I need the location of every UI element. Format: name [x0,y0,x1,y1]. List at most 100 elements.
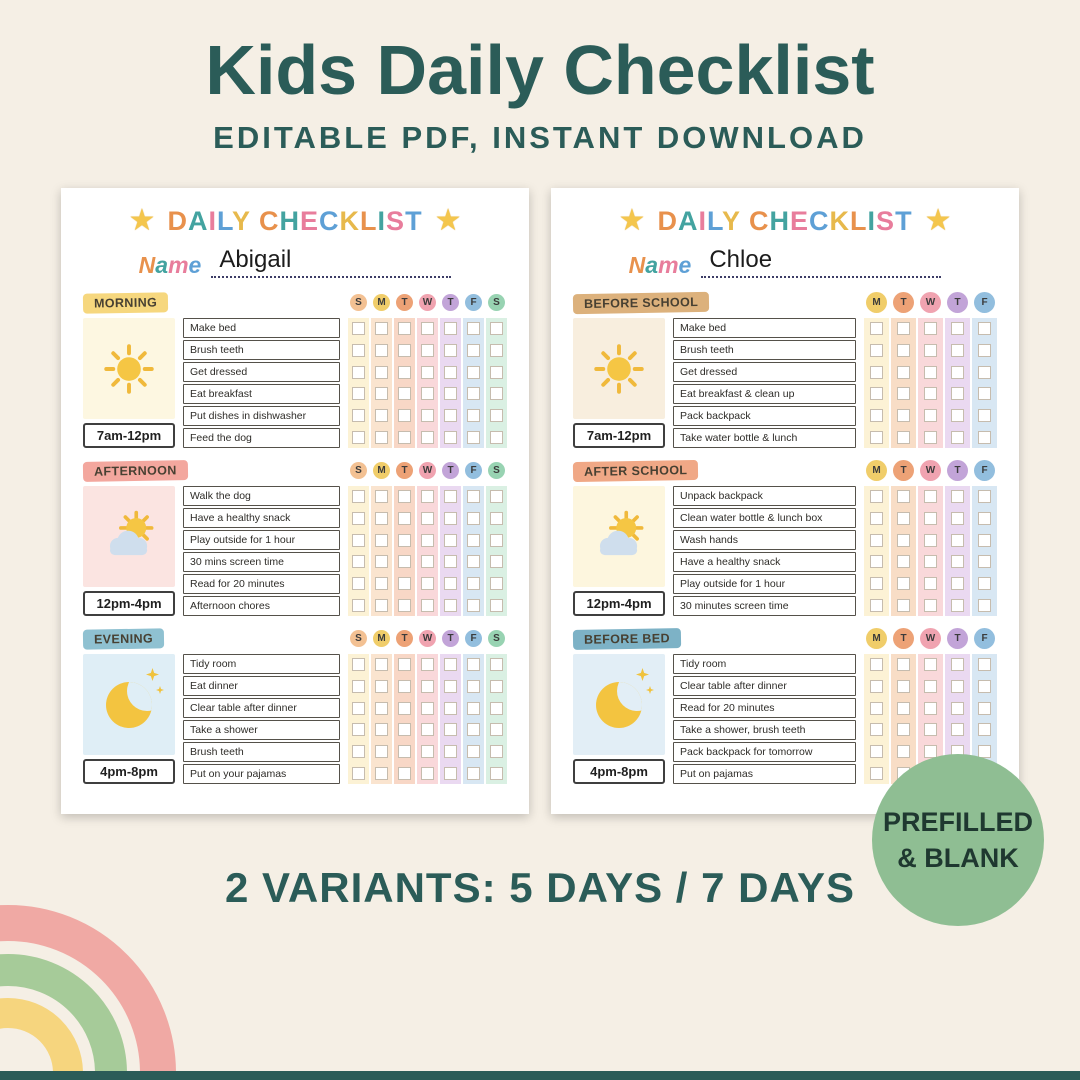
checkbox-cell [371,741,392,763]
day-letter: F [972,460,997,481]
checkbox-column [972,318,997,448]
checkbox [467,322,480,336]
section-label: EVENING [82,627,165,650]
checkbox-column [972,486,997,616]
bottom-accent-bar [0,1071,1080,1080]
checkbox-cell [891,486,916,508]
checkbox-cell [864,486,889,508]
checkbox [897,533,910,547]
checkbox-cell [440,405,461,427]
section-body: 4pm-8pm Tidy room Clear table after dinner… [573,654,997,784]
checkbox-cell [486,573,507,595]
section-body: 12pm-4pm Unpack backpack Clean water bottl… [573,486,997,616]
day-letter: M [371,462,392,479]
checkbox [398,598,411,612]
sparkle-icon [636,668,649,681]
day-letter: F [463,462,484,479]
checkbox-cell [891,318,916,340]
checkbox [421,766,434,780]
checkbox [375,387,388,401]
checkbox-cell [891,594,916,616]
checkbox-cell [945,508,970,530]
checkbox-cell [972,594,997,616]
checkbox-cell [394,529,415,551]
checkbox [421,680,434,693]
checkbox [421,701,434,715]
name-row: Name Abigail [83,244,507,278]
checkbox-cell [394,383,415,405]
checkbox-cell [891,676,916,698]
checkbox [897,344,910,357]
checkbox [467,387,480,401]
checkbox [951,365,964,379]
checkbox [467,512,480,525]
task-item: Make bed [183,318,340,338]
checkbox-cell [864,383,889,405]
checkbox [870,555,883,569]
checkbox-cell [417,654,438,676]
checkbox-cell [440,573,461,595]
checklist-title-row: ★ DAILY CHECKLIST ★ [83,204,507,238]
task-item: Brush teeth [183,340,340,360]
checkbox-cell [945,654,970,676]
day-letter: S [348,630,369,647]
star-icon: ★ [128,204,156,237]
task-item: Read for 20 minutes [183,574,340,594]
checklist-page: ★ DAILY CHECKLIST ★ Name Chloe BEFORE SCHOOL M… [551,188,1019,814]
badge-line-2: & BLANK [897,843,1019,873]
checkbox [978,680,991,693]
checkbox-column [486,486,507,616]
checkbox [398,387,411,401]
task-list: Tidy room Clear table after dinner Read fo… [673,654,856,784]
checkbox-column [486,318,507,448]
checkbox-cell [891,426,916,448]
checkbox [924,555,937,569]
checkbox-cell [394,340,415,362]
checkbox-cell [891,697,916,719]
checkbox [444,598,457,612]
checkbox [421,409,434,423]
checkbox [924,533,937,547]
checkbox [467,658,480,672]
checkbox-cell [864,361,889,383]
checkbox [978,430,991,444]
name-value: Chloe [701,246,942,278]
section-label: AFTERNOON [82,459,188,482]
checkbox [870,533,883,547]
sun-glyph [594,343,644,394]
checkbox-cell [394,551,415,573]
task-item: Take water bottle & lunch [673,428,856,448]
task-item: 30 mins screen time [183,552,340,572]
checkbox-cell [371,762,392,784]
checkbox-cell [348,361,369,383]
checkbox [897,680,910,693]
checkbox-grid [864,486,997,616]
checkbox-cell [417,383,438,405]
checkbox [467,430,480,444]
checkbox-cell [417,405,438,427]
checkbox [444,344,457,357]
checkbox [924,512,937,525]
checkbox [398,680,411,693]
checkbox-cell [348,573,369,595]
checkbox-cell [864,405,889,427]
checkbox-cell [891,383,916,405]
checkbox-cell [486,762,507,784]
checkbox-cell [486,551,507,573]
checklist-pages: ★ DAILY CHECKLIST ★ Name Abigail MORNING S M T W T… [0,188,1080,814]
day-letter: S [486,462,507,479]
section-before-bed: BEFORE BED M T W T F 4pm-8pm Tidy room Clear ta… [572,627,997,784]
checkbox [978,512,991,525]
checkbox [375,512,388,525]
checkbox-column [891,486,916,616]
checkbox-cell [440,654,461,676]
checkbox-cell [864,318,889,340]
task-item: Brush teeth [183,742,340,762]
task-item: Play outside for 1 hour [183,530,340,550]
checkbox-cell [918,654,943,676]
checkbox [375,490,388,504]
checkbox-cell [918,486,943,508]
checkbox-cell [891,361,916,383]
moon-icon [83,654,175,755]
checkbox-cell [440,318,461,340]
